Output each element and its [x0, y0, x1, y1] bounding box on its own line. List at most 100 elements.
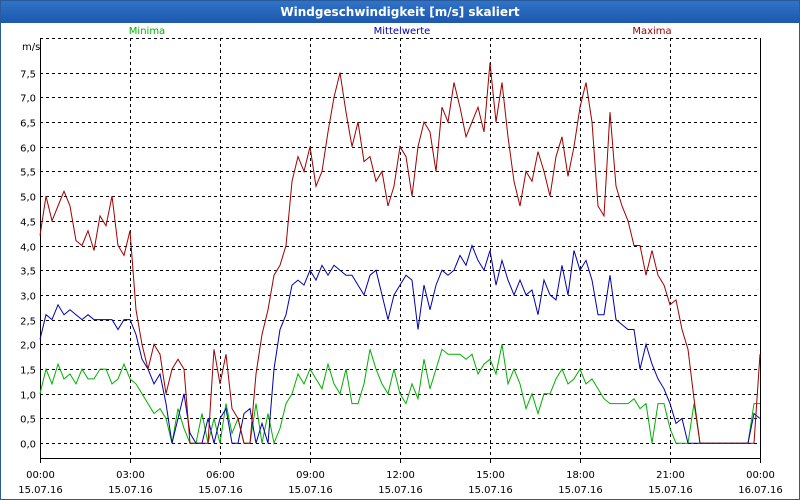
- data-point-maxima: [315, 185, 317, 187]
- data-point-minima: [447, 353, 449, 355]
- y-tick-label: 4,5: [20, 218, 36, 229]
- data-point-minima: [633, 398, 635, 400]
- data-point-maxima: [363, 160, 365, 162]
- data-point-maxima: [531, 180, 533, 182]
- data-point-mittelwerte: [627, 328, 629, 330]
- data-point-minima: [405, 402, 407, 404]
- data-point-maxima: [471, 121, 473, 123]
- data-point-maxima: [687, 348, 689, 350]
- data-point-mittelwerte: [411, 279, 413, 281]
- data-point-maxima: [135, 309, 137, 311]
- legend-maxima: Maxima: [632, 26, 671, 37]
- data-point-mittelwerte: [585, 259, 587, 261]
- data-point-minima: [759, 402, 761, 404]
- data-point-maxima: [465, 136, 467, 138]
- data-point-minima: [309, 368, 311, 370]
- data-point-maxima: [339, 71, 341, 73]
- data-point-minima: [651, 442, 653, 444]
- data-point-minima: [201, 412, 203, 414]
- data-point-mittelwerte: [159, 373, 161, 375]
- data-point-maxima: [435, 170, 437, 172]
- data-point-minima: [429, 388, 431, 390]
- data-point-mittelwerte: [267, 442, 269, 444]
- data-point-maxima: [195, 442, 197, 444]
- data-point-minima: [87, 378, 89, 380]
- series-line-mittelwerte: [39, 243, 761, 444]
- data-point-minima: [57, 363, 59, 365]
- data-point-maxima: [759, 353, 761, 355]
- data-point-maxima: [297, 155, 299, 157]
- data-point-minima: [81, 368, 83, 370]
- data-point-maxima: [189, 442, 191, 444]
- data-point-minima: [345, 368, 347, 370]
- data-point-mittelwerte: [525, 294, 527, 296]
- data-point-minima: [477, 373, 479, 375]
- data-point-maxima: [717, 442, 719, 444]
- data-point-minima: [45, 368, 47, 370]
- data-point-minima: [567, 383, 569, 385]
- x-tick-date: 15.07.16: [18, 485, 63, 496]
- data-point-maxima: [519, 205, 521, 207]
- data-point-mittelwerte: [183, 393, 185, 395]
- data-point-maxima: [165, 393, 167, 395]
- data-point-mittelwerte: [681, 417, 683, 419]
- data-point-mittelwerte: [255, 442, 257, 444]
- y-tick-label: 5,0: [20, 193, 36, 204]
- data-point-minima: [111, 383, 113, 385]
- data-point-maxima: [75, 239, 77, 241]
- data-point-minima: [561, 368, 563, 370]
- data-point-minima: [465, 358, 467, 360]
- data-point-maxima: [555, 155, 557, 157]
- data-point-maxima: [657, 274, 659, 276]
- data-point-maxima: [489, 62, 491, 64]
- data-point-maxima: [183, 368, 185, 370]
- data-point-maxima: [645, 274, 647, 276]
- data-point-mittelwerte: [669, 402, 671, 404]
- data-point-maxima: [411, 195, 413, 197]
- data-point-maxima: [423, 121, 425, 123]
- data-point-maxima: [87, 230, 89, 232]
- data-point-minima: [579, 368, 581, 370]
- data-point-mittelwerte: [171, 442, 173, 444]
- data-point-maxima: [741, 442, 743, 444]
- data-point-minima: [123, 363, 125, 365]
- data-point-minima: [99, 368, 101, 370]
- data-point-minima: [375, 368, 377, 370]
- data-point-minima: [261, 442, 263, 444]
- x-tick-date: 15.07.16: [378, 485, 423, 496]
- data-point-mittelwerte: [393, 294, 395, 296]
- data-point-mittelwerte: [531, 289, 533, 291]
- data-point-minima: [273, 442, 275, 444]
- data-point-mittelwerte: [399, 284, 401, 286]
- data-point-mittelwerte: [177, 417, 179, 419]
- data-point-maxima: [615, 185, 617, 187]
- data-point-mittelwerte: [357, 284, 359, 286]
- data-point-mittelwerte: [555, 299, 557, 301]
- data-point-mittelwerte: [81, 318, 83, 320]
- data-point-maxima: [663, 284, 665, 286]
- data-point-mittelwerte: [363, 294, 365, 296]
- data-point-mittelwerte: [237, 442, 239, 444]
- data-point-maxima: [387, 205, 389, 207]
- data-point-minima: [357, 402, 359, 404]
- data-point-minima: [117, 378, 119, 380]
- data-point-maxima: [213, 348, 215, 350]
- data-point-mittelwerte: [75, 314, 77, 316]
- data-point-maxima: [447, 121, 449, 123]
- data-point-mittelwerte: [63, 314, 65, 316]
- data-point-maxima: [63, 190, 65, 192]
- data-point-minima: [351, 402, 353, 404]
- data-point-maxima: [327, 131, 329, 133]
- data-point-minima: [315, 378, 317, 380]
- data-point-minima: [657, 402, 659, 404]
- data-point-minima: [93, 378, 95, 380]
- series-line-maxima: [39, 62, 761, 444]
- data-point-maxima: [351, 146, 353, 148]
- data-point-mittelwerte: [459, 254, 461, 256]
- data-point-mittelwerte: [387, 318, 389, 320]
- data-point-maxima: [45, 195, 47, 197]
- data-point-minima: [507, 383, 509, 385]
- data-point-minima: [627, 402, 629, 404]
- series-line-minima: [39, 344, 760, 445]
- data-point-maxima: [243, 442, 245, 444]
